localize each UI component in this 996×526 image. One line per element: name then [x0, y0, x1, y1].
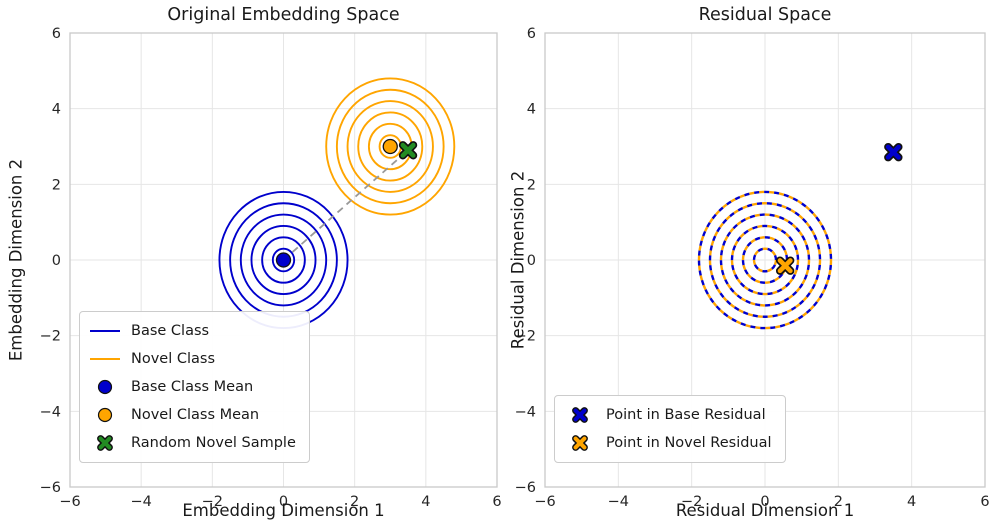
x-tick-label: 0: [760, 494, 769, 510]
left-yaxis-label: Embedding Dimension 2: [6, 158, 26, 362]
x-tick-label: −6: [534, 494, 555, 510]
y-tick-label: −2: [40, 329, 61, 345]
y-tick-label: −4: [40, 404, 61, 420]
legend-label: Base Class Mean: [131, 379, 254, 395]
novel-class-contour-ring: [335, 88, 445, 205]
legend-entry-base-class: Base Class: [88, 318, 296, 344]
right-xaxis-label: Residual Dimension 1: [675, 501, 855, 520]
legend-entry-point-in-novel-residual: Point in Novel Residual: [563, 430, 772, 456]
y-tick-label: 2: [527, 177, 536, 193]
right-plot-title: Residual Space: [698, 5, 832, 25]
novel-class-contour-ring: [357, 111, 424, 182]
novel-class-contour-ring: [346, 100, 434, 193]
y-tick-label: 4: [52, 102, 61, 118]
y-tick-label: −6: [515, 480, 536, 496]
novel-class-mean-swatch-icon: [97, 407, 113, 423]
base-class-swatch-icon: [90, 330, 120, 332]
embedding-legend: Base Class Novel Class Base Class Mean Nove…: [79, 311, 310, 463]
legend-label: Point in Base Residual: [606, 407, 766, 423]
left-plot-title: Original Embedding Space: [167, 5, 400, 25]
x-tick-label: 6: [492, 494, 501, 510]
novel-class-contour-ring: [325, 77, 456, 216]
x-glyph: [572, 407, 588, 423]
novel-residual-contour-ring: [719, 213, 811, 307]
legend-entry-base-class-mean: Base Class Mean: [88, 374, 296, 400]
y-tick-label: 6: [52, 26, 61, 42]
x-tick-label: −6: [59, 494, 80, 510]
legend-label: Novel Class Mean: [131, 407, 260, 423]
y-tick-label: 6: [527, 26, 536, 42]
legend-label: Base Class: [131, 323, 210, 339]
x-tick-label: 0: [279, 494, 288, 510]
base-class-mean-swatch-icon: [97, 379, 113, 395]
random-novel-sample-marker: [398, 141, 418, 160]
base-class-contour-ring: [261, 236, 306, 284]
y-tick-label: 2: [52, 177, 61, 193]
novel-class-swatch-icon: [90, 358, 120, 360]
mean-to-sample-connector-line: [282, 149, 409, 261]
x-glyph: [97, 435, 113, 451]
base-class-contour-ring: [250, 224, 317, 295]
x-tick-label: 2: [350, 494, 359, 510]
legend-label: Point in Novel Residual: [606, 435, 772, 451]
x-tick-label: 6: [980, 494, 989, 510]
y-tick-label: −2: [515, 329, 536, 345]
legend-entry-novel-class-mean: Novel Class Mean: [88, 402, 296, 428]
novel-residual-contour-ring: [730, 224, 800, 296]
right-yaxis-label: Residual Dimension 2: [508, 170, 528, 350]
base-residual-contour-ring: [730, 224, 800, 296]
legend-entry-random-novel-sample: Random Novel Sample: [88, 430, 296, 456]
base-residual-contour-ring: [697, 190, 833, 330]
left-xaxis-label: Embedding Dimension 1: [182, 501, 385, 520]
x-glyph: [572, 435, 588, 451]
point-in-novel-residual-marker: [775, 256, 795, 275]
point-in-base-residual-swatch-icon: [572, 407, 588, 423]
y-tick-label: 0: [527, 253, 536, 269]
point-in-novel-residual-swatch-icon: [572, 435, 588, 451]
x-tick-label: 4: [421, 494, 430, 510]
legend-label: Random Novel Sample: [131, 435, 296, 451]
legend-label: Novel Class: [131, 351, 216, 367]
base-class-contour-ring: [271, 247, 296, 273]
y-tick-label: −6: [40, 480, 61, 496]
point-in-base-residual-marker: [884, 142, 903, 162]
x-tick-label: −2: [202, 494, 223, 510]
x-tick-label: 4: [907, 494, 916, 510]
base-class-contour-ring: [239, 213, 328, 307]
novel-class-mean-marker: [382, 138, 398, 155]
legend-entry-novel-class: Novel Class: [88, 346, 296, 372]
x-tick-label: −4: [130, 494, 151, 510]
axes-frame: [69, 32, 498, 488]
x-tick-label: −2: [681, 494, 702, 510]
x-tick-label: 2: [834, 494, 843, 510]
x-tick-label: −4: [608, 494, 629, 510]
legend-entry-point-in-base-residual: Point in Base Residual: [563, 402, 772, 428]
y-tick-label: 0: [52, 253, 61, 269]
y-tick-label: 4: [527, 102, 536, 118]
base-class-mean-marker: [275, 252, 292, 268]
residual-legend: Point in Base Residual Point in Novel Res…: [554, 395, 786, 463]
novel-residual-contour-ring: [708, 202, 822, 318]
random-novel-sample-swatch-icon: [97, 435, 113, 451]
novel-residual-contour-ring: [697, 190, 833, 330]
y-tick-label: −4: [515, 404, 536, 420]
base-residual-contour-ring: [708, 202, 822, 318]
axes-frame: [544, 32, 986, 488]
